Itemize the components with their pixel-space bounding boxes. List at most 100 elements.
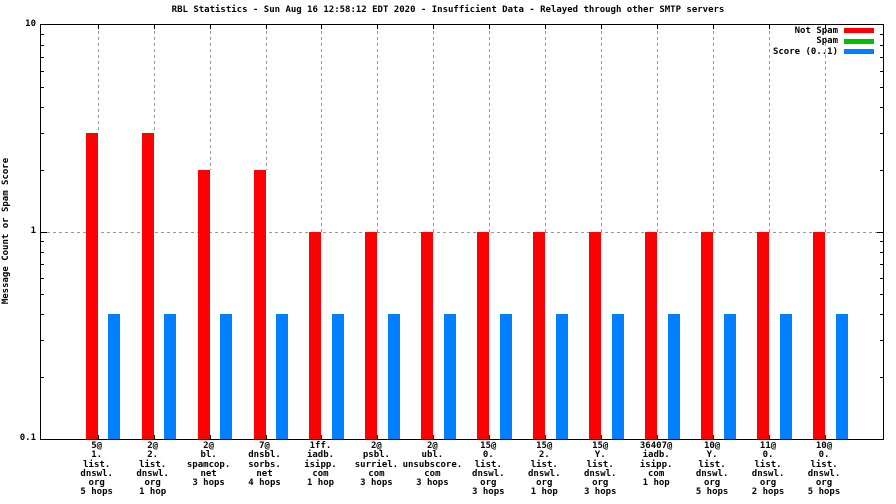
y-minor-tick	[41, 376, 44, 378]
x-tick-top	[769, 25, 770, 29]
bar-score-0-1-	[276, 314, 288, 439]
y-minor-tick	[41, 277, 44, 279]
bar-score-0-1-	[500, 314, 512, 439]
x-tick-label: 11@ 0. list. dnswl. org 2 hops	[751, 441, 785, 498]
bar-not-spam	[309, 232, 321, 439]
x-tick-bottom	[433, 435, 434, 439]
y-major-tick	[41, 232, 47, 233]
y-minor-tick	[880, 376, 883, 378]
x-tick-top	[601, 25, 602, 29]
bar-score-0-1-	[388, 314, 400, 439]
bar-score-0-1-	[724, 314, 736, 439]
gridline-x-category	[769, 25, 770, 232]
gridline-x-category	[321, 25, 322, 232]
bar-score-0-1-	[780, 314, 792, 439]
y-minor-tick	[880, 133, 883, 135]
bar-score-0-1-	[332, 314, 344, 439]
y-minor-tick	[880, 169, 883, 171]
y-minor-tick	[880, 294, 883, 296]
gridline-x-category	[713, 25, 714, 232]
gridline-x-category	[545, 25, 546, 232]
legend: Not Spam Spam Score (0..1)	[773, 26, 874, 57]
bar-not-spam	[645, 232, 657, 439]
x-tick-top	[713, 25, 714, 29]
y-minor-tick	[41, 252, 44, 254]
y-minor-tick	[880, 87, 883, 89]
y-minor-tick	[880, 34, 883, 36]
x-tick-label: 2@ psbl. surriel. com 3 hops	[354, 441, 399, 489]
y-minor-tick	[41, 34, 44, 36]
x-tick-label: 10@ 0. list. dnswl. org 5 hops	[807, 441, 841, 498]
x-tick-label: 2@ bl. spamcop. net 3 hops	[186, 441, 231, 489]
y-major-tick	[877, 232, 883, 233]
gridline-x-category	[433, 25, 434, 232]
x-tick-label: 2@ ubl. unsubscore. com 3 hops	[402, 441, 463, 489]
x-tick-top	[377, 25, 378, 29]
x-tick-top	[266, 25, 267, 29]
y-minor-tick	[41, 87, 44, 89]
legend-label: Spam	[816, 36, 838, 47]
chart-title: RBL Statistics - Sun Aug 16 12:58:12 EDT…	[171, 5, 725, 15]
bar-not-spam	[589, 232, 601, 439]
gridline-x-category	[601, 25, 602, 232]
bar-score-0-1-	[836, 314, 848, 439]
gridline-x-category	[377, 25, 378, 232]
bar-not-spam	[533, 232, 545, 439]
x-tick-label: 15@ 2. list. dnswl. org 1 hop	[528, 441, 561, 498]
bar-score-0-1-	[164, 314, 176, 439]
bar-not-spam	[86, 133, 98, 439]
x-tick-bottom	[321, 435, 322, 439]
gridline-x-category	[489, 25, 490, 232]
x-tick-top	[545, 25, 546, 29]
x-tick-label: 5@ 1. list. dnswl. org 5 hops	[80, 441, 113, 498]
legend-swatch	[844, 49, 874, 55]
bar-score-0-1-	[108, 314, 120, 439]
plot-area	[40, 24, 884, 440]
x-tick-bottom	[713, 435, 714, 439]
y-minor-tick	[880, 70, 883, 72]
bar-not-spam	[701, 232, 713, 439]
bar-not-spam	[198, 170, 210, 439]
x-tick-top	[98, 25, 99, 29]
legend-label: Not Spam	[794, 25, 838, 36]
x-tick-label: 1ff. iadb. isipp. com 1 hop	[304, 441, 337, 489]
x-tick-bottom	[377, 435, 378, 439]
bar-score-0-1-	[612, 314, 624, 439]
gridline-x-category	[98, 25, 99, 133]
x-tick-bottom	[601, 435, 602, 439]
legend-label: Score (0..1)	[772, 46, 838, 57]
bar-not-spam	[477, 232, 489, 439]
bar-not-spam	[365, 232, 377, 439]
bar-not-spam	[254, 170, 266, 439]
bar-score-0-1-	[444, 314, 456, 439]
legend-swatch	[844, 28, 874, 34]
gridline-x-category	[825, 25, 826, 232]
y-minor-tick	[41, 133, 44, 135]
x-tick-top	[825, 25, 826, 29]
y-minor-tick	[41, 264, 44, 266]
gridline-x-category	[657, 25, 658, 232]
y-minor-tick	[880, 264, 883, 266]
bar-score-0-1-	[220, 314, 232, 439]
x-tick-label: 15@ Y. list. dnswl. org 3 hops	[583, 441, 617, 498]
y-minor-tick	[41, 340, 44, 342]
x-tick-label: 10@ Y. list. dnswl. org 5 hops	[695, 441, 729, 498]
x-tick-bottom	[154, 435, 155, 439]
x-tick-top	[321, 25, 322, 29]
x-tick-top	[489, 25, 490, 29]
x-tick-bottom	[489, 435, 490, 439]
legend-item: Spam	[773, 36, 874, 47]
gridline-x-category	[266, 25, 267, 170]
y-minor-tick	[41, 107, 44, 109]
x-tick-label: 7@ dnsbl. sorbs. net 4 hops	[248, 441, 281, 489]
gridline-x-category	[154, 25, 155, 133]
x-tick-label: 2@ 2. list. dnswl. org 1 hop	[136, 441, 169, 498]
gridline-y1	[41, 232, 883, 233]
x-tick-bottom	[657, 435, 658, 439]
x-tick-label: 15@ 0. list. dnswl. org 3 hops	[472, 441, 505, 498]
y-minor-tick	[41, 45, 44, 47]
y-minor-tick	[880, 107, 883, 109]
bar-score-0-1-	[668, 314, 680, 439]
y-minor-tick	[880, 252, 883, 254]
y-minor-tick	[41, 314, 44, 316]
